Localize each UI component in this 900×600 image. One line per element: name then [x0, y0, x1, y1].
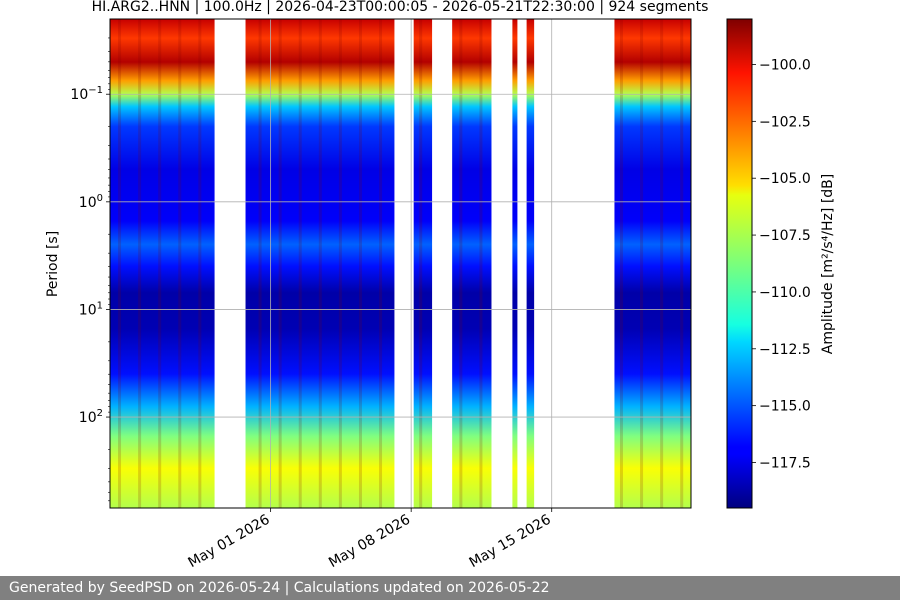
colorbar-tick-label: −105.0 — [759, 171, 811, 187]
daily-stripe — [660, 19, 664, 508]
daily-stripe — [358, 19, 362, 508]
data-gap — [432, 19, 453, 508]
data-gaps — [214, 19, 615, 508]
daily-stripe — [278, 19, 282, 508]
y-axis-label: Period [s] — [45, 231, 61, 297]
colorbar-ticks: −100.0 −102.5 −105.0 −107.5 −110.0 −112.5 −115… — [752, 57, 811, 472]
colorbar-tick-label: −110.0 — [759, 285, 811, 301]
daily-stripe — [700, 19, 703, 508]
y-tick-label: 101 — [79, 300, 103, 318]
colorbar-gradient — [727, 19, 752, 508]
daily-stripe — [619, 19, 623, 508]
daily-stripe — [258, 19, 262, 508]
daily-stripe — [318, 19, 322, 508]
daily-stripe — [298, 19, 302, 508]
daily-stripe — [118, 19, 122, 508]
daily-stripe — [158, 19, 162, 508]
daily-stripe — [379, 19, 383, 508]
daily-stripe — [419, 19, 423, 508]
daily-stripe — [138, 19, 142, 508]
colorbar-tick-label: −107.5 — [759, 228, 811, 244]
colorbar-label: Amplitude [m²/s⁴/Hz] [dB] — [820, 174, 836, 354]
data-gap — [491, 19, 513, 508]
daily-stripe — [338, 19, 342, 508]
colorbar-tick-label: −115.0 — [759, 399, 811, 415]
colorbar-tick-label: −102.5 — [759, 114, 811, 130]
data-gap — [394, 19, 414, 508]
daily-stripe — [178, 19, 182, 508]
plot-area — [109, 18, 703, 509]
plot-frame — [109, 18, 692, 509]
x-axis: May 01 2026 May 08 2026 May 15 2026 — [186, 508, 554, 571]
daily-stripe — [459, 19, 463, 508]
y-tick-label: 10−1 — [70, 85, 103, 103]
daily-stripe — [479, 19, 483, 508]
data-gap — [517, 19, 527, 508]
chart-title: HI.ARG2..HNN | 100.0Hz | 2026-04-23T00:0… — [92, 0, 709, 15]
x-tick-label: May 01 2026 — [186, 512, 273, 572]
colorbar-tick-label: −117.5 — [759, 456, 811, 472]
data-gap — [534, 19, 615, 508]
x-tick-label: May 15 2026 — [467, 512, 554, 572]
footer-text: Generated by SeedPSD on 2026-05-24 | Cal… — [9, 580, 550, 596]
y-tick-label: 100 — [79, 193, 103, 211]
colorbar-tick-label: −100.0 — [759, 57, 811, 73]
daily-stripe — [198, 19, 202, 508]
footer-bar: Generated by SeedPSD on 2026-05-24 | Cal… — [0, 576, 900, 600]
daily-stripe — [640, 19, 644, 508]
y-axis: 10−1 100 101 102 — [70, 37, 110, 502]
y-tick-label: 102 — [79, 408, 103, 426]
daily-stripe — [680, 19, 684, 508]
colorbar-tick-label: −112.5 — [759, 342, 811, 358]
grid-lines — [110, 19, 691, 508]
data-gap — [214, 19, 246, 508]
colorbar-frame — [726, 18, 753, 509]
colorbar: −100.0 −102.5 −105.0 −107.5 −110.0 −112.5 −115… — [726, 18, 836, 509]
x-tick-label: May 08 2026 — [326, 512, 413, 572]
